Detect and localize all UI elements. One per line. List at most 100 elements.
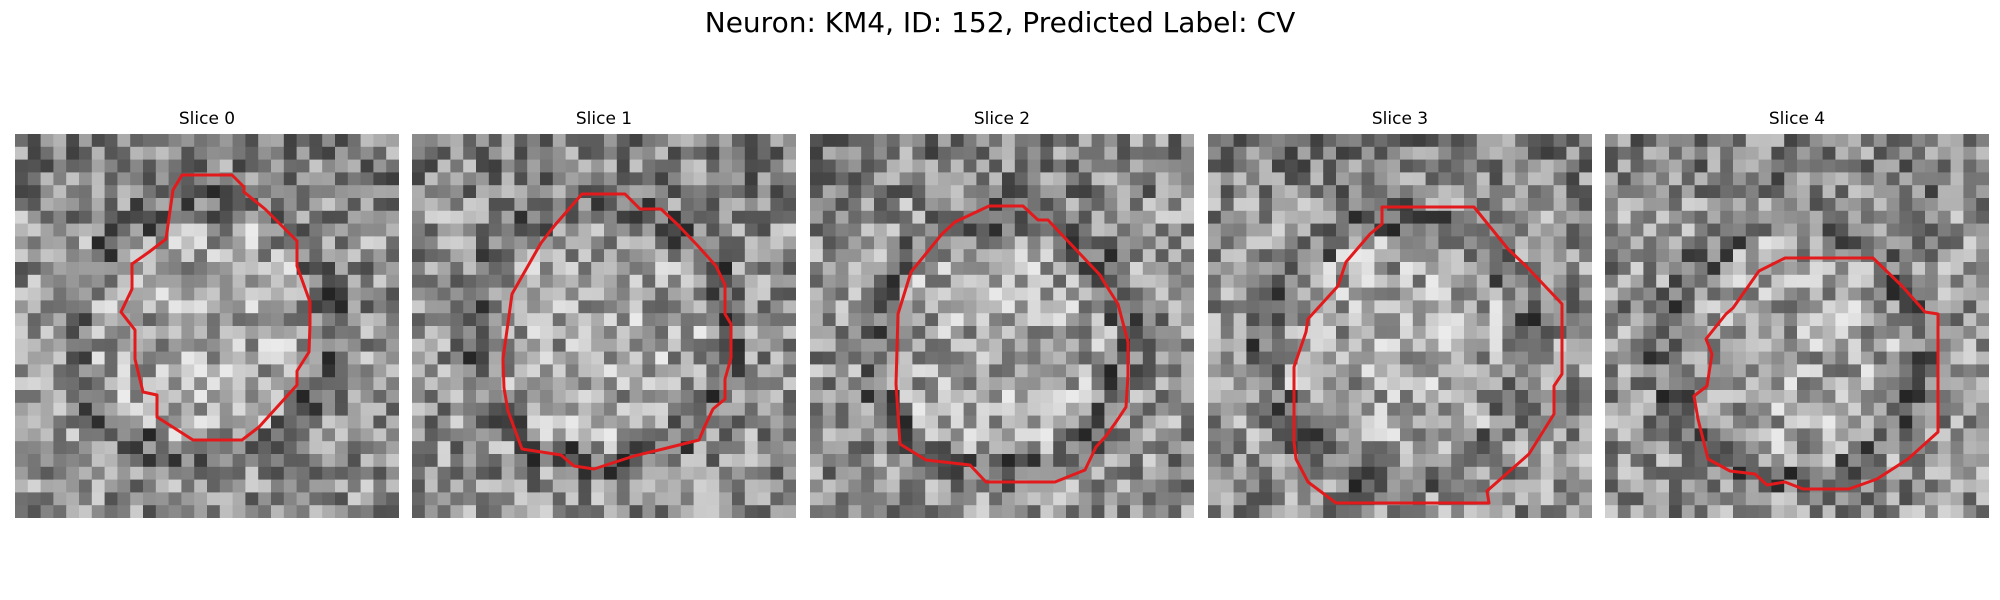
pixel-cell bbox=[40, 402, 54, 417]
pixel-cell bbox=[1976, 185, 1989, 199]
pixel-cell bbox=[412, 236, 426, 250]
pixel-cell bbox=[1797, 441, 1811, 455]
pixel-cell bbox=[835, 466, 849, 481]
pixel-cell bbox=[1066, 185, 1080, 199]
pixel-cell bbox=[1694, 185, 1708, 199]
pixel-cell bbox=[757, 466, 771, 481]
pixel-cell bbox=[783, 287, 796, 301]
pixel-cell bbox=[232, 313, 246, 327]
pixel-cell bbox=[976, 262, 990, 276]
pixel-cell bbox=[810, 249, 824, 263]
pixel-cell bbox=[1310, 351, 1324, 365]
pixel-cell bbox=[1053, 300, 1067, 314]
pixel-cell bbox=[770, 505, 784, 518]
pixel-cell bbox=[1002, 351, 1016, 365]
pixel-cell bbox=[412, 223, 426, 237]
pixel-cell bbox=[245, 274, 259, 289]
pixel-cell bbox=[1014, 415, 1029, 429]
pixel-cell bbox=[1464, 223, 1478, 237]
pixel-cell bbox=[1745, 326, 1760, 340]
pixel-cell bbox=[783, 390, 796, 404]
pixel-cell bbox=[976, 415, 990, 429]
pixel-cell bbox=[578, 402, 592, 417]
pixel-cell bbox=[1438, 287, 1452, 301]
pixel-cell bbox=[66, 313, 80, 327]
pixel-cell bbox=[1451, 159, 1465, 173]
pixel-cell bbox=[1348, 300, 1363, 314]
pixel-cell bbox=[1528, 198, 1542, 212]
pixel-cell bbox=[565, 441, 579, 455]
pixel-cell bbox=[1002, 249, 1016, 263]
pixel-cell bbox=[258, 159, 272, 173]
pixel-cell bbox=[912, 505, 926, 518]
pixel-cell bbox=[476, 146, 490, 161]
pixel-cell bbox=[1130, 402, 1144, 417]
pixel-cell bbox=[1873, 415, 1888, 429]
pixel-cell bbox=[1259, 249, 1273, 263]
pixel-cell bbox=[1489, 441, 1503, 455]
pixel-cell bbox=[104, 210, 118, 225]
pixel-cell bbox=[1861, 300, 1875, 314]
pixel-cell bbox=[1502, 313, 1516, 327]
pixel-cell bbox=[848, 134, 862, 148]
pixel-cell bbox=[373, 466, 387, 481]
pixel-cell bbox=[1208, 287, 1222, 301]
pixel-cell bbox=[1809, 390, 1824, 404]
pixel-cell bbox=[143, 377, 157, 391]
pixel-cell bbox=[424, 287, 439, 301]
pixel-cell bbox=[1720, 402, 1734, 417]
pixel-cell bbox=[1515, 351, 1529, 365]
pixel-cell bbox=[540, 428, 554, 442]
pixel-cell bbox=[706, 377, 720, 391]
pixel-cell bbox=[1540, 479, 1555, 493]
pixel-cell bbox=[207, 262, 221, 276]
pixel-cell bbox=[1861, 364, 1875, 378]
pixel-cell bbox=[1630, 364, 1644, 378]
pixel-cell bbox=[1643, 492, 1657, 506]
pixel-cell bbox=[1155, 249, 1169, 263]
pixel-cell bbox=[1950, 415, 1964, 429]
pixel-cell bbox=[1130, 377, 1144, 391]
pixel-cell bbox=[1361, 479, 1375, 493]
pixel-cell bbox=[1155, 377, 1169, 391]
pixel-cell bbox=[810, 441, 824, 455]
pixel-cell bbox=[386, 377, 399, 391]
pixel-cell bbox=[874, 300, 888, 314]
pixel-cell bbox=[1310, 159, 1324, 173]
pixel-cell bbox=[53, 466, 67, 481]
pixel-cell bbox=[1040, 198, 1054, 212]
pixel-cell bbox=[501, 441, 515, 455]
pixel-cell bbox=[1617, 274, 1632, 289]
pixel-cell bbox=[874, 223, 888, 237]
pixel-cell bbox=[130, 466, 144, 481]
pixel-cell bbox=[1784, 441, 1798, 455]
pixel-cell bbox=[680, 364, 695, 378]
pixel-cell bbox=[1694, 146, 1708, 161]
pixel-cell bbox=[1758, 454, 1772, 468]
pixel-cell bbox=[680, 313, 695, 327]
pixel-cell bbox=[822, 505, 837, 518]
pixel-cell bbox=[1809, 505, 1824, 518]
pixel-cell bbox=[1963, 479, 1977, 493]
pixel-cell bbox=[1297, 441, 1311, 455]
pixel-cell bbox=[565, 479, 579, 493]
pixel-cell bbox=[437, 377, 451, 391]
pixel-cell bbox=[1323, 236, 1337, 250]
pixel-cell bbox=[642, 377, 656, 391]
pixel-cell bbox=[1784, 313, 1798, 327]
pixel-cell bbox=[1246, 441, 1260, 455]
pixel-cell bbox=[1284, 300, 1299, 314]
pixel-cell bbox=[15, 262, 29, 276]
pixel-cell bbox=[1745, 505, 1760, 518]
pixel-cell bbox=[117, 454, 131, 468]
pixel-cell bbox=[283, 249, 298, 263]
pixel-cell bbox=[322, 466, 336, 481]
pixel-cell bbox=[1272, 364, 1286, 378]
pixel-cell bbox=[822, 402, 837, 417]
pixel-cell bbox=[527, 134, 541, 148]
pixel-cell bbox=[591, 492, 605, 506]
pixel-cell bbox=[1912, 210, 1926, 225]
cell-contour bbox=[894, 204, 1130, 484]
pixel-cell bbox=[527, 326, 541, 340]
pixel-cell bbox=[1246, 415, 1260, 429]
